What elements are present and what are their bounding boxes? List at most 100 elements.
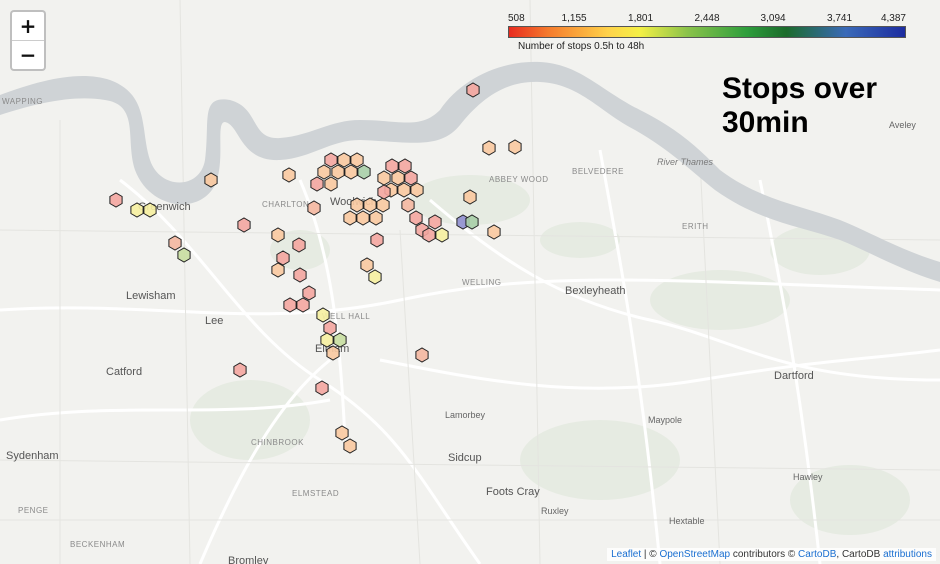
hexbin-cell[interactable] [168,235,182,251]
osm-link[interactable]: OpenStreetMap [659,549,731,560]
hexbin-cell[interactable] [130,202,144,218]
cartodb-link[interactable]: CartoDB [798,549,837,560]
legend-tick: 3,741 [827,13,853,24]
hexbin-cell[interactable] [344,164,358,180]
zoom-in-button[interactable]: + [19,14,37,38]
hexbin-cell[interactable] [398,158,412,174]
hexbin-cell[interactable] [465,214,479,230]
zoom-control: + − [10,10,46,71]
label-bexleyheath: Bexleyheath [565,285,626,297]
label-hextable: Hextable [669,516,705,526]
hexbin-cell[interactable] [357,164,371,180]
label-sidcup: Sidcup [448,452,482,464]
hexbin-cell[interactable] [482,140,496,156]
hexbin-cell[interactable] [409,210,423,226]
label-sydenham: Sydenham [6,450,59,462]
hexbin-cell[interactable] [323,320,337,336]
label-chinbrook: CHINBROOK [251,438,304,447]
hexbin-cell[interactable] [271,227,285,243]
label-beckenham: BECKENHAM [70,540,126,549]
label-maypole: Maypole [648,415,683,425]
hexbin-cell[interactable] [335,425,349,441]
hexbin-cell[interactable] [410,182,424,198]
hexbin-cell[interactable] [435,227,449,243]
hexbin-cell[interactable] [333,332,347,348]
legend-tick: 2,448 [694,13,720,24]
hexbin-cell[interactable] [415,347,429,363]
hexbin-cell[interactable] [292,237,306,253]
hexbin-cell[interactable] [302,285,316,301]
hexbin-cell[interactable] [282,167,296,183]
hexbin-cell[interactable] [233,362,247,378]
hexbin-cell[interactable] [369,210,383,226]
hexbin-cell[interactable] [237,217,251,233]
hexbin-cell[interactable] [109,192,123,208]
label-wapping: WAPPING [2,97,43,106]
map-title-line2: 30min [722,106,809,139]
hexbin-cell[interactable] [360,257,374,273]
zoom-out-button[interactable]: − [12,40,44,69]
attribution-sep: | © [641,549,660,560]
hexbin-cell[interactable] [377,170,391,186]
hexbin-cell[interactable] [463,189,477,205]
legend-tick: 1,801 [628,13,654,24]
hexbin-cell[interactable] [466,82,480,98]
hexbin-cell[interactable] [307,200,321,216]
hexbin-cell[interactable] [320,332,334,348]
label-lamorbey: Lamorbey [445,410,486,420]
legend-ticks: 508 1,155 1,801 2,448 3,094 3,741 4,387 [508,13,906,26]
hexbin-cell[interactable] [315,380,329,396]
hexbin-cell[interactable] [143,202,157,218]
hexbin-cell[interactable] [283,297,297,313]
hexbin-cell[interactable] [350,152,364,168]
hexbin-cell[interactable] [324,152,338,168]
label-catford: Catford [106,366,143,378]
hexbin-cell[interactable] [310,176,324,192]
hexbin-cell[interactable] [316,307,330,323]
hexbin-cell[interactable] [487,224,501,240]
hexbin-cell[interactable] [401,197,415,213]
hexbin-cell[interactable] [343,210,357,226]
hexbin-cell[interactable] [370,232,384,248]
legend-caption: Number of stops 0.5h to 48h [518,41,645,52]
hexbin-cell[interactable] [317,164,331,180]
label-abbey-wood: ABBEY WOOD [489,175,549,184]
hexbin-cell[interactable] [391,170,405,186]
map-title-line1: Stops over [722,72,878,105]
hexbin-cell[interactable] [343,438,357,454]
leaflet-link[interactable]: Leaflet [611,549,642,560]
hexbin-cell[interactable] [377,184,391,200]
hexbin-cell[interactable] [422,227,436,243]
hexbin-cell[interactable] [326,345,340,361]
hexbin-cell[interactable] [350,197,364,213]
attributions-link[interactable]: attributions [883,549,932,560]
hexbin-cell[interactable] [404,170,418,186]
attribution: Leaflet | © OpenStreetMap contributors ©… [607,548,936,561]
hexbin-cell[interactable] [271,262,285,278]
legend-color-bar [508,26,906,38]
hexbin-cell[interactable] [293,267,307,283]
hexbin-cell[interactable] [324,176,338,192]
hexbin-cell[interactable] [428,214,442,230]
hexbin-cell[interactable] [368,269,382,285]
hexbin-cell[interactable] [385,158,399,174]
hexbin-cell[interactable] [296,297,310,313]
color-legend: 508 1,155 1,801 2,448 3,094 3,741 4,387 … [508,13,906,52]
hexbin-cell[interactable] [276,250,290,266]
hexbin-cell[interactable] [508,139,522,155]
hexbin-cell[interactable] [204,172,218,188]
hexbin-cell[interactable] [363,197,377,213]
attribution-carto2: , CartoDB [836,549,884,560]
label-penge: PENGE [18,506,49,515]
hexbin-cell[interactable] [376,197,390,213]
hexbin-cell[interactable] [397,182,411,198]
hexbin-cell[interactable] [356,210,370,226]
hexbin-cell[interactable] [177,247,191,263]
hexbin-cell[interactable] [337,152,351,168]
label-lee: Lee [205,315,224,327]
hexbin-cell[interactable] [331,164,345,180]
legend-tick: 1,155 [561,13,587,24]
